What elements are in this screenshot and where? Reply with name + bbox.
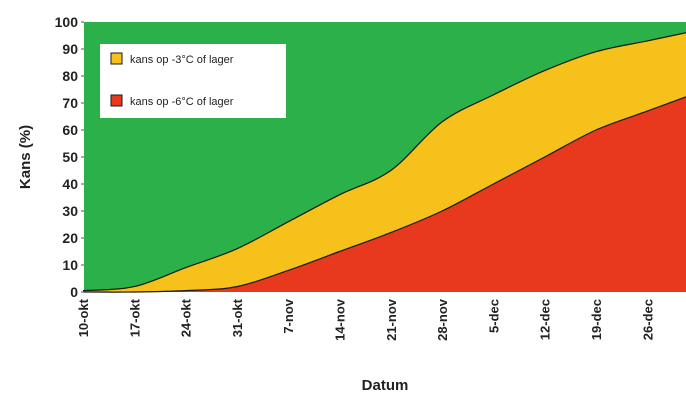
- y-tick-label: 60: [62, 122, 78, 138]
- line-series-minus-6: [82, 96, 686, 293]
- area-series-minus-6: [83, 96, 686, 293]
- x-tick-label: 17-okt: [127, 298, 142, 337]
- y-tick-label: 10: [62, 257, 78, 273]
- y-tick-label: 20: [62, 230, 78, 246]
- y-tick-label: 30: [62, 203, 78, 219]
- x-tick-label: 24-okt: [179, 298, 194, 337]
- x-tick-label: 31-okt: [230, 298, 245, 337]
- legend-box: [100, 44, 286, 118]
- x-tick-label: 14-nov: [333, 298, 348, 341]
- line-series-minus-3: [82, 32, 686, 292]
- y-tick-label: 90: [62, 41, 78, 57]
- y-axis-title: Kans (%): [17, 125, 34, 189]
- legend-label-minus-3: kans op -3°C of lager: [130, 54, 234, 66]
- y-tick-label: 70: [62, 95, 78, 111]
- y-tick-label: 100: [55, 14, 79, 30]
- x-tick-label: 28-nov: [435, 298, 450, 341]
- x-axis-title: Datum: [362, 377, 409, 394]
- x-tick-label: 5-dec: [486, 299, 501, 333]
- legend: kans op -3°C of lager kans op -6°C of la…: [100, 44, 286, 118]
- legend-swatch-minus-3: [110, 52, 123, 65]
- y-tick-label: 80: [62, 68, 78, 84]
- x-tick-label: 21-nov: [384, 298, 399, 341]
- x-tick-label: 7-nov: [281, 298, 296, 333]
- y-axis: 0 10 20 30 40 50 60 70 80 90 100: [55, 14, 84, 300]
- x-tick-label: 19-dec: [589, 299, 604, 340]
- legend-label-minus-6: kans op -6°C of lager: [130, 96, 234, 108]
- y-tick-label: 40: [62, 176, 78, 192]
- x-axis: 10-okt 17-okt 24-okt 31-okt 7-nov 14-nov 21-no…: [76, 298, 655, 341]
- x-tick-label: 26-dec: [640, 299, 655, 340]
- x-tick-label: 10-okt: [76, 298, 91, 337]
- legend-swatch-minus-6: [110, 94, 123, 107]
- y-tick-label: 0: [70, 284, 78, 300]
- x-tick-label: 12-dec: [538, 299, 553, 340]
- y-tick-label: 50: [62, 149, 78, 165]
